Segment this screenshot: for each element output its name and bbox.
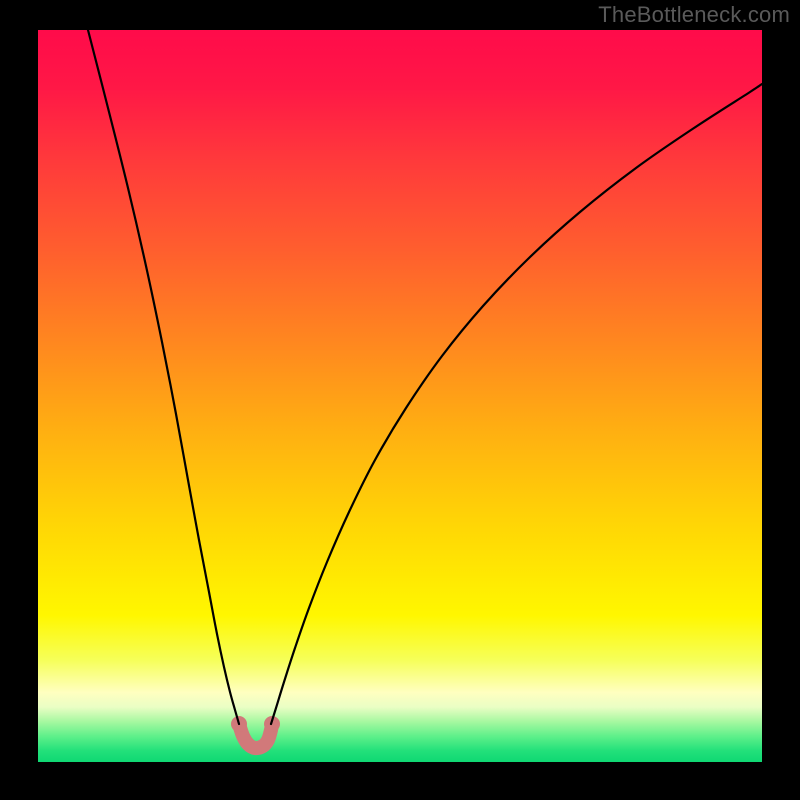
watermark-text: TheBottleneck.com [598,2,790,28]
chart-svg [0,0,800,800]
plot-area [38,30,762,762]
stage: TheBottleneck.com [0,0,800,800]
